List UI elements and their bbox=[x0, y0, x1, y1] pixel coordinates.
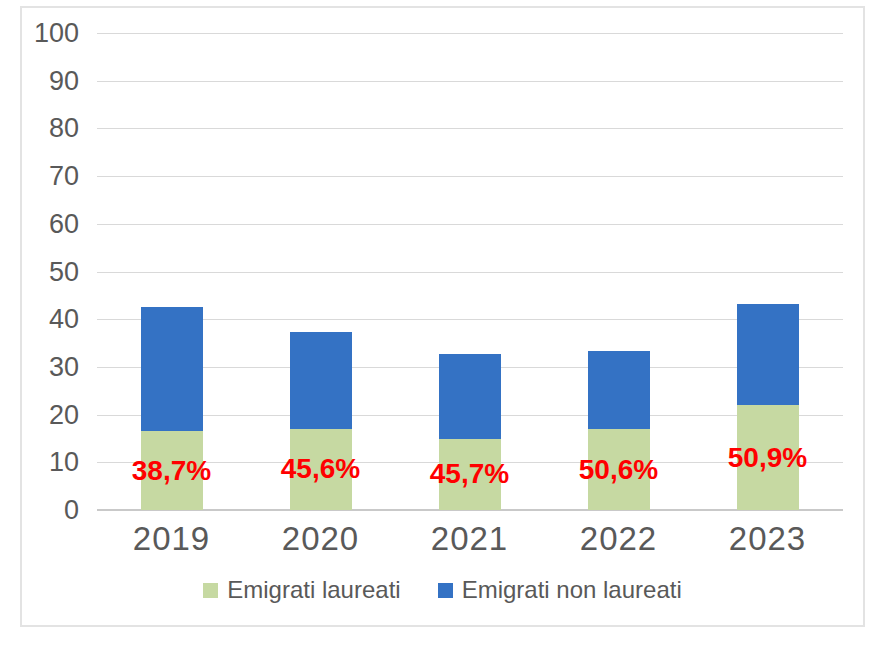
percent-data-label: 50,9% bbox=[693, 443, 842, 473]
y-axis-tick-label: 70 bbox=[22, 162, 79, 190]
legend-label-laureati: Emigrati laureati bbox=[227, 575, 400, 605]
bar-segment-emigrati-non-laureati bbox=[141, 307, 203, 431]
y-axis-tick-label: 20 bbox=[22, 401, 79, 429]
y-axis-tick-label: 60 bbox=[22, 210, 79, 238]
y-axis-tick-label: 80 bbox=[22, 114, 79, 142]
percent-data-label: 45,7% bbox=[395, 459, 544, 489]
gridline bbox=[97, 81, 843, 82]
y-axis-tick-label: 0 bbox=[22, 496, 79, 524]
gridline bbox=[97, 176, 843, 177]
y-axis-tick-label: 50 bbox=[22, 258, 79, 286]
percent-data-label: 45,6% bbox=[246, 454, 395, 484]
bar-segment-emigrati-non-laureati bbox=[588, 351, 650, 430]
chart-frame: Emigrati laureati Emigrati non laureati … bbox=[20, 6, 865, 627]
gridline bbox=[97, 319, 843, 320]
x-axis-tick-label: 2020 bbox=[246, 522, 395, 556]
x-axis-tick-label: 2021 bbox=[395, 522, 544, 556]
legend-swatch-non-laureati bbox=[438, 583, 453, 598]
bar-segment-emigrati-non-laureati bbox=[439, 354, 501, 438]
gridline bbox=[97, 128, 843, 129]
legend-item-emigrati-laureati: Emigrati laureati bbox=[203, 575, 400, 605]
x-axis-tick-label: 2019 bbox=[97, 522, 246, 556]
legend-label-non-laureati: Emigrati non laureati bbox=[462, 575, 682, 605]
y-axis-tick-label: 40 bbox=[22, 305, 79, 333]
gridline bbox=[97, 272, 843, 273]
y-axis-tick-label: 30 bbox=[22, 353, 79, 381]
y-axis-tick-label: 100 bbox=[22, 19, 79, 47]
legend-swatch-laureati bbox=[203, 583, 218, 598]
gridline bbox=[97, 224, 843, 225]
legend-item-emigrati-non-laureati: Emigrati non laureati bbox=[438, 575, 682, 605]
gridline bbox=[97, 33, 843, 34]
percent-data-label: 38,7% bbox=[97, 456, 246, 486]
y-axis-tick-label: 10 bbox=[22, 448, 79, 476]
x-axis-tick-label: 2023 bbox=[693, 522, 842, 556]
bar-segment-emigrati-non-laureati bbox=[290, 332, 352, 429]
bar-segment-emigrati-non-laureati bbox=[737, 304, 799, 405]
percent-data-label: 50,6% bbox=[544, 455, 693, 485]
legend: Emigrati laureati Emigrati non laureati bbox=[22, 575, 863, 605]
y-axis-tick-label: 90 bbox=[22, 67, 79, 95]
x-axis-tick-label: 2022 bbox=[544, 522, 693, 556]
stacked-bar-chart: Emigrati laureati Emigrati non laureati … bbox=[0, 0, 887, 648]
